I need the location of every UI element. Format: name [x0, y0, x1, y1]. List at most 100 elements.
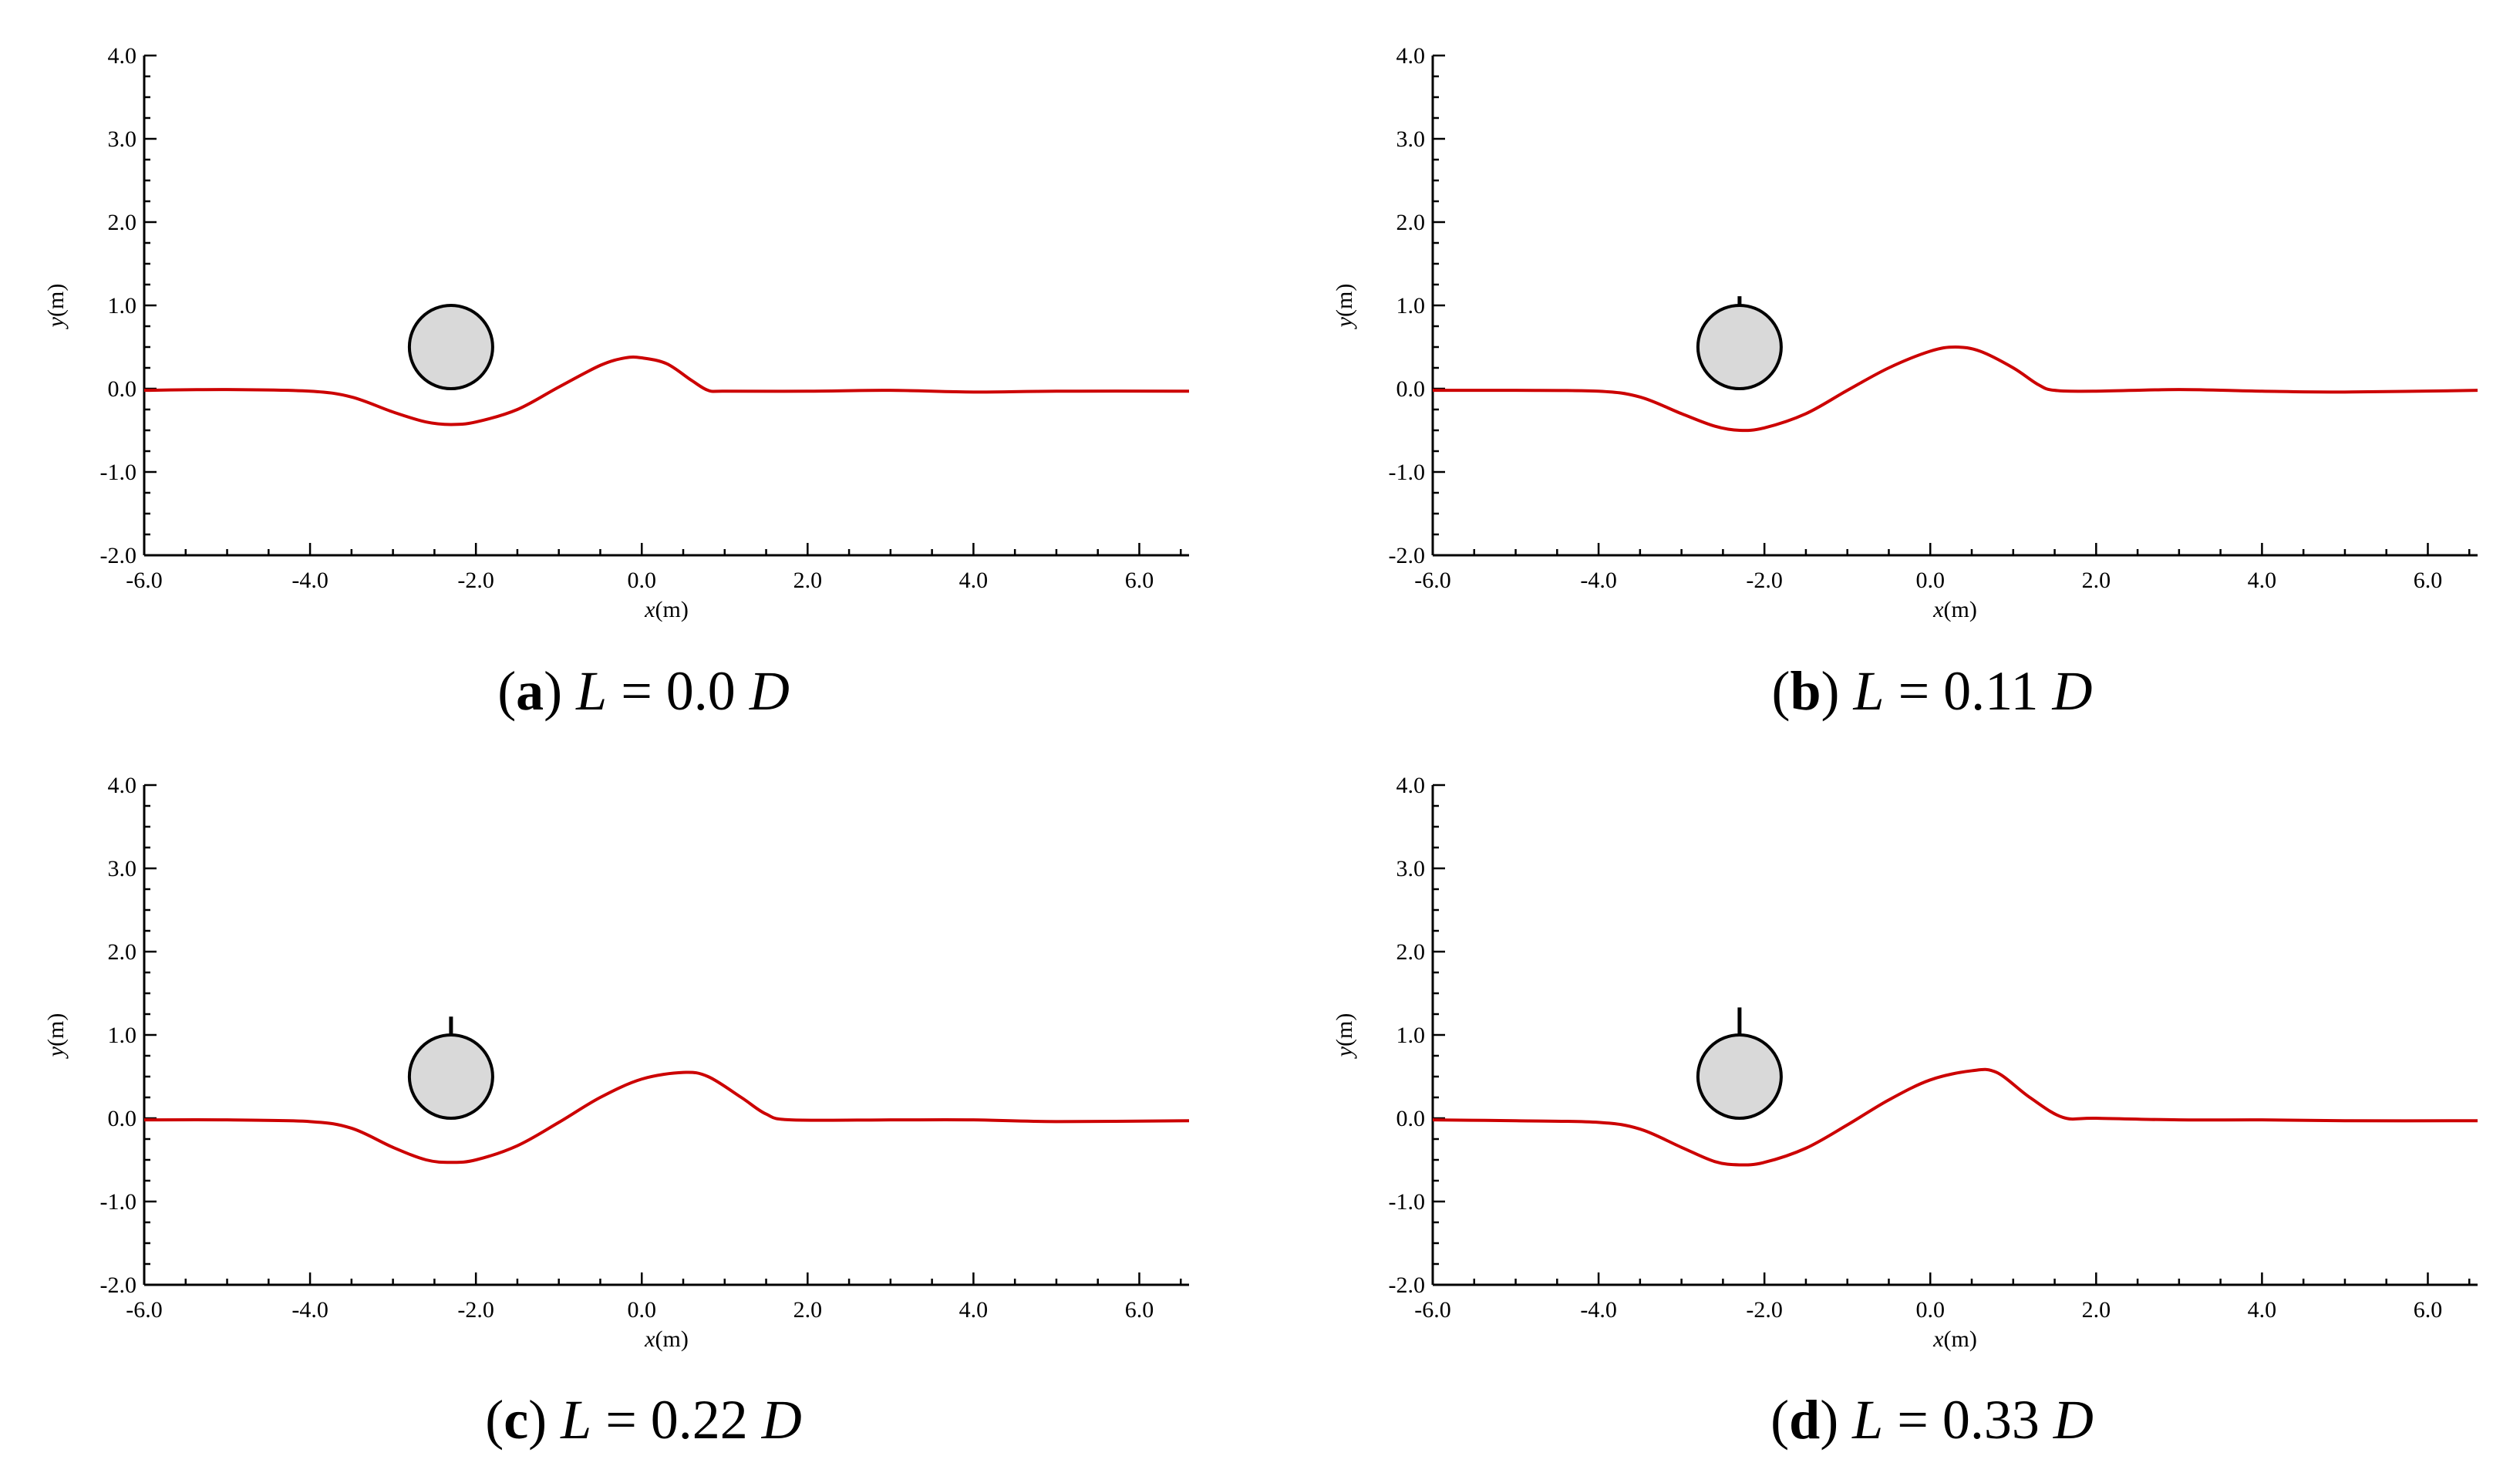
caption-var: L: [1853, 660, 1885, 722]
caption-open: (: [485, 1389, 504, 1451]
x-tick-label: 4.0: [2248, 1297, 2277, 1323]
x-axis-label-unit: (m): [1944, 597, 1977, 622]
y-axis-label-var: y: [1332, 316, 1357, 329]
free-surface-line: [143, 1070, 1190, 1164]
x-axis-label-unit: (m): [655, 1326, 689, 1352]
x-tick-label: -2.0: [1746, 1297, 1783, 1323]
x-tick-label: -6.0: [126, 1297, 163, 1323]
caption-close: ): [1820, 1389, 1838, 1451]
y-tick-label: 0.0: [1396, 1106, 1426, 1131]
y-axis-label: y(m): [1332, 1013, 1357, 1060]
x-tick-label: 2.0: [2082, 568, 2111, 593]
y-tick-label: 4.0: [108, 43, 137, 69]
x-axis-label: x(m): [1932, 597, 1977, 622]
caption-unit: D: [2052, 660, 2093, 722]
cylinder: [407, 1033, 494, 1120]
y-tick-label: 2.0: [1396, 210, 1426, 235]
x-tick-label: -4.0: [291, 568, 328, 593]
caption-eq: = 0.33: [1883, 1389, 2053, 1451]
x-tick-label: 4.0: [2248, 568, 2277, 593]
x-tick-label: 2.0: [2082, 1297, 2111, 1323]
x-axis-label-var: x: [1932, 1326, 1944, 1352]
x-tick-label: -6.0: [126, 568, 163, 593]
x-tick-label: 6.0: [1125, 1297, 1154, 1323]
caption-close: ): [1821, 660, 1840, 722]
y-tick-label: -2.0: [100, 1272, 137, 1298]
x-tick-label: 0.0: [627, 1297, 656, 1323]
panel-a: -6.0 -4.0 -2.0 0.0 2.0 4.0 6.0 -2.0 -1.0 0.0 1.0 2.…: [43, 43, 1190, 722]
y-axis-label-unit: (m): [1332, 284, 1357, 317]
caption-unit: D: [761, 1389, 802, 1451]
panel-caption: (d) L = 0.33 D: [1770, 1389, 2094, 1451]
y-tick-label: 4.0: [108, 773, 137, 798]
y-tick-label: -1.0: [1389, 460, 1426, 485]
y-tick-label: 1.0: [108, 1023, 137, 1048]
x-tick-label: 0.0: [627, 568, 656, 593]
x-tick-label: 6.0: [1125, 568, 1154, 593]
y-tick-label: -2.0: [100, 543, 137, 568]
x-tick-label: 6.0: [2414, 568, 2443, 593]
x-tick-label: 4.0: [959, 568, 989, 593]
x-axis-label-var: x: [644, 597, 655, 622]
caption-space: [547, 1389, 561, 1451]
panel-caption: (a) L = 0.0 D: [497, 660, 790, 722]
caption-space: [562, 660, 576, 722]
y-axis-label-var: y: [43, 1046, 69, 1059]
x-axis-label: x(m): [644, 1326, 689, 1352]
x-axis-label: x(m): [1932, 1326, 1977, 1352]
caption-eq: = 0.0: [607, 660, 750, 722]
x-tick-label: 4.0: [959, 1297, 989, 1323]
panel-b: -6.0 -4.0 -2.0 0.0 2.0 4.0 6.0 -2.0 -1.0 0.0 1.0 2.…: [1332, 43, 2478, 722]
caption-open: (: [1772, 660, 1791, 722]
y-tick-label: 3.0: [1396, 856, 1426, 881]
y-axis-label-var: y: [1332, 1046, 1357, 1059]
y-axis-label: y(m): [1332, 284, 1357, 330]
free-surface-line: [1432, 345, 2478, 433]
free-surface-line: [1432, 1067, 2478, 1167]
x-tick-label: -6.0: [1414, 568, 1451, 593]
panel-caption: (c) L = 0.22 D: [485, 1389, 802, 1451]
x-axis-label-unit: (m): [655, 597, 689, 622]
y-tick-label: 1.0: [1396, 1023, 1426, 1048]
x-tick-label: -4.0: [291, 1297, 328, 1323]
y-tick-label: -1.0: [100, 1189, 137, 1215]
y-tick-label: -2.0: [1389, 1272, 1426, 1298]
caption-unit: D: [2053, 1389, 2094, 1451]
x-tick-label: -4.0: [1580, 1297, 1617, 1323]
y-tick-label: 3.0: [1396, 126, 1426, 152]
y-tick-label: 2.0: [108, 939, 137, 965]
caption-unit: D: [749, 660, 790, 722]
y-axis-label-var: y: [43, 316, 69, 329]
y-tick-label: -1.0: [100, 460, 137, 485]
y-axis-label-unit: (m): [1332, 1013, 1357, 1047]
x-tick-label: 0.0: [1915, 568, 1945, 593]
y-tick-label: 0.0: [108, 376, 137, 402]
cylinder: [407, 304, 494, 390]
caption-space: [1840, 660, 1854, 722]
y-tick-label: -1.0: [1389, 1189, 1426, 1215]
free-surface-line: [143, 355, 1190, 426]
y-tick-label: 0.0: [1396, 376, 1426, 402]
caption-space: [1838, 1389, 1852, 1451]
x-tick-label: 2.0: [793, 1297, 823, 1323]
cylinder: [1696, 304, 1783, 390]
y-axis-label: y(m): [43, 284, 69, 330]
panel-d: -6.0 -4.0 -2.0 0.0 2.0 4.0 6.0 -2.0 -1.0 0.0 1.0 2.…: [1332, 773, 2478, 1451]
y-tick-label: 0.0: [108, 1106, 137, 1131]
y-tick-label: 4.0: [1396, 43, 1426, 69]
y-tick-label: 3.0: [108, 126, 137, 152]
caption-label: d: [1789, 1389, 1820, 1451]
x-axis-label-var: x: [644, 1326, 655, 1352]
x-tick-label: -2.0: [457, 1297, 494, 1323]
caption-eq: = 0.22: [591, 1389, 762, 1451]
x-tick-label: -4.0: [1580, 568, 1617, 593]
caption-close: ): [544, 660, 562, 722]
caption-var: L: [560, 1389, 591, 1451]
caption-open: (: [1770, 1389, 1789, 1451]
y-tick-label: 3.0: [108, 856, 137, 881]
caption-label: c: [504, 1389, 528, 1451]
y-tick-label: 2.0: [1396, 939, 1426, 965]
panel-c: -6.0 -4.0 -2.0 0.0 2.0 4.0 6.0 -2.0 -1.0 0.0 1.0 2.…: [43, 773, 1190, 1451]
x-tick-label: -6.0: [1414, 1297, 1451, 1323]
